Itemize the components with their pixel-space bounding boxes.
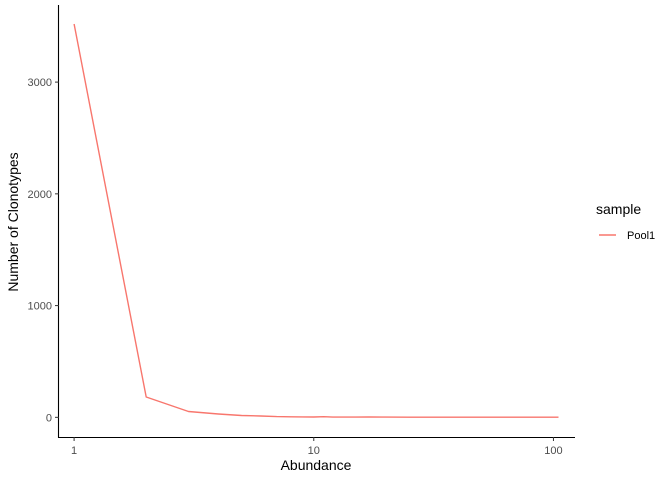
y-axis-title: Number of Clonotypes — [5, 152, 21, 291]
y-tick-label: 1000 — [28, 301, 52, 313]
x-tick-label: 10 — [308, 445, 320, 457]
x-tick-label: 1 — [71, 445, 77, 457]
y-tick-label: 2000 — [28, 189, 52, 201]
x-tick-label: 100 — [544, 445, 562, 457]
y-tick-label: 0 — [46, 412, 52, 424]
series-line-pool1 — [73, 23, 559, 418]
y-axis-ticks: 0 1000 2000 3000 — [28, 77, 59, 424]
legend-label-pool1: Pool1 — [627, 230, 655, 242]
plot-area — [73, 23, 559, 418]
legend-title: sample — [596, 201, 641, 217]
y-tick-label: 3000 — [28, 77, 52, 89]
x-axis-ticks: 1 10 100 — [71, 437, 563, 457]
x-axis-title: Abundance — [281, 457, 352, 473]
legend: sample Pool1 — [596, 201, 655, 242]
